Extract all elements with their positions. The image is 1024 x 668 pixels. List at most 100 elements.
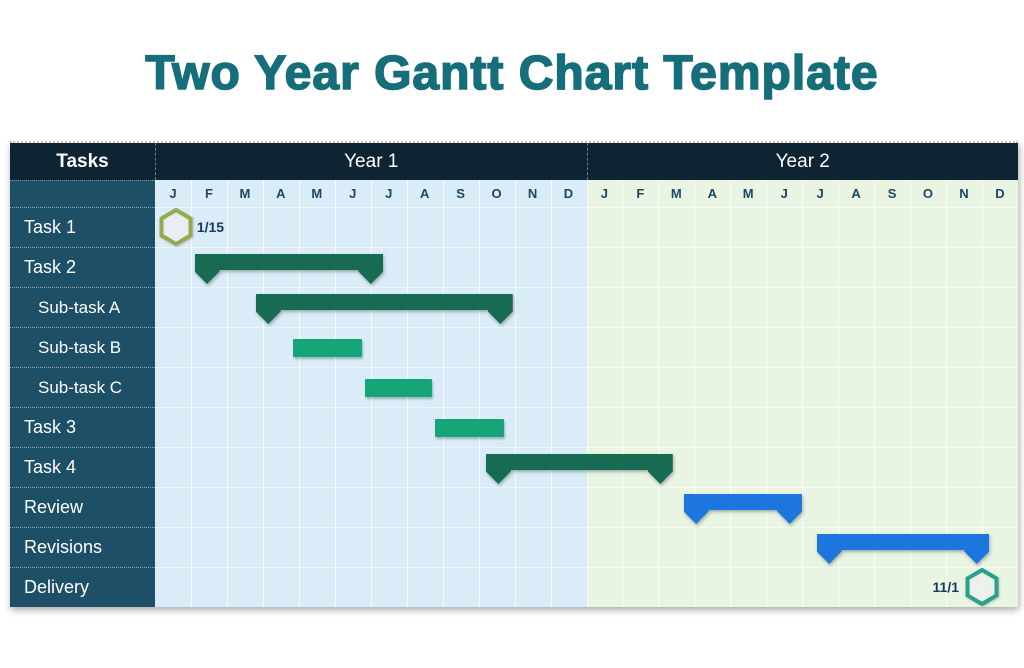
gantt-bar-sub-task-c[interactable] bbox=[365, 379, 432, 397]
row-label-task-2: Task 2 bbox=[10, 247, 155, 287]
bar-body bbox=[256, 294, 512, 310]
gridline-vertical bbox=[694, 180, 696, 607]
month-label: O bbox=[922, 186, 934, 201]
row-label-sub-task-c: Sub-task C bbox=[10, 367, 155, 407]
month-label: O bbox=[491, 186, 502, 201]
gridline-horizontal bbox=[155, 287, 1018, 288]
row-label-review: Review bbox=[10, 487, 155, 527]
year-header-2: Year 2 bbox=[586, 143, 1018, 180]
bar-body bbox=[817, 534, 989, 550]
bar-body bbox=[684, 494, 802, 510]
gridline-vertical bbox=[298, 180, 300, 607]
month-label: J bbox=[600, 186, 609, 201]
row-label-delivery: Delivery bbox=[10, 567, 155, 607]
bar-body bbox=[486, 454, 672, 470]
bar-body bbox=[195, 254, 383, 270]
gridline-vertical bbox=[586, 180, 588, 607]
bar-endcap-right bbox=[964, 534, 990, 564]
gridline-horizontal bbox=[155, 447, 1018, 448]
month-label: N bbox=[527, 186, 538, 201]
tasks-column-header: Tasks bbox=[10, 143, 155, 180]
gridline-horizontal bbox=[155, 367, 1018, 368]
milestone-hexagon-icon-task-1[interactable] bbox=[159, 208, 193, 246]
month-label: J bbox=[349, 186, 357, 201]
month-label: S bbox=[887, 186, 897, 201]
gridline-horizontal bbox=[155, 407, 1018, 408]
gridline-vertical bbox=[226, 180, 228, 607]
month-label: M bbox=[742, 186, 754, 201]
gridline-vertical bbox=[262, 180, 264, 607]
gridline-vertical bbox=[874, 180, 876, 607]
row-label-sub-task-b: Sub-task B bbox=[10, 327, 155, 367]
gantt-bar-review[interactable] bbox=[683, 494, 803, 524]
month-label: M bbox=[239, 186, 251, 201]
gridline-vertical bbox=[838, 180, 840, 607]
gridline-vertical bbox=[442, 180, 444, 607]
row-label-revisions: Revisions bbox=[10, 527, 155, 567]
task-labels-column: Task 1 Task 2 Sub-task A Sub-task B Sub-task… bbox=[10, 207, 155, 607]
gantt-bar-task-3[interactable] bbox=[435, 419, 504, 437]
month-label: J bbox=[780, 186, 788, 201]
row-label-task-1: Task 1 bbox=[10, 207, 155, 247]
bar-endcap-left bbox=[816, 534, 842, 564]
gridline-vertical bbox=[478, 180, 480, 607]
month-label: A bbox=[276, 186, 286, 201]
month-label: D bbox=[995, 186, 1005, 201]
gantt-bar-task-2[interactable] bbox=[194, 254, 384, 284]
gridline-vertical bbox=[946, 180, 948, 607]
row-label-task-3: Task 3 bbox=[10, 407, 155, 447]
gridline-horizontal bbox=[155, 247, 1018, 248]
year-header-1: Year 1 bbox=[155, 143, 587, 180]
month-label: D bbox=[563, 186, 574, 201]
gantt-bar-task-4[interactable] bbox=[485, 454, 673, 484]
row-label-task-4: Task 4 bbox=[10, 447, 155, 487]
gridline-vertical bbox=[982, 180, 984, 607]
month-label: N bbox=[959, 186, 969, 201]
month-label: A bbox=[707, 186, 717, 201]
milestone-hexagon-icon-delivery[interactable] bbox=[965, 568, 999, 606]
gantt-bar-sub-task-a[interactable] bbox=[255, 294, 513, 324]
header-row: Tasks Year 1 Year 2 bbox=[10, 143, 1018, 180]
bar-endcap-left bbox=[194, 254, 220, 284]
chart-background bbox=[155, 180, 1018, 607]
bar-endcap-right bbox=[358, 254, 384, 284]
gridline-horizontal bbox=[155, 207, 1018, 208]
month-label: A bbox=[851, 186, 861, 201]
month-label: J bbox=[816, 186, 824, 201]
page-title: Two Year Gantt Chart Template bbox=[145, 46, 879, 101]
gridline-vertical bbox=[514, 180, 516, 607]
gridline-vertical bbox=[910, 180, 912, 607]
month-label: M bbox=[311, 186, 323, 201]
month-label: F bbox=[204, 186, 213, 201]
gantt-bar-sub-task-b[interactable] bbox=[293, 339, 362, 357]
chart-bars-layer: 1/15 11/1 bbox=[155, 207, 1018, 607]
gridline-horizontal bbox=[155, 487, 1018, 488]
bar-endcap-right bbox=[777, 494, 803, 524]
months-row-left-cell bbox=[10, 180, 155, 207]
gridline-vertical bbox=[658, 180, 660, 607]
bar-endcap-left bbox=[255, 294, 281, 324]
month-label: A bbox=[419, 186, 430, 201]
gantt-bar-revisions[interactable] bbox=[816, 534, 990, 564]
gridline-vertical bbox=[766, 180, 768, 607]
month-label: J bbox=[169, 186, 177, 201]
gridline-vertical bbox=[550, 180, 552, 607]
gridline-vertical bbox=[730, 180, 732, 607]
gridline-vertical bbox=[334, 180, 336, 607]
bar-endcap-right bbox=[487, 294, 513, 324]
bar-endcap-right bbox=[647, 454, 673, 484]
month-label: M bbox=[670, 186, 682, 201]
row-label-sub-task-a: Sub-task A bbox=[10, 287, 155, 327]
bar-endcap-left bbox=[485, 454, 511, 484]
gridline-vertical bbox=[190, 180, 192, 607]
month-label: J bbox=[385, 186, 393, 201]
gridline-vertical bbox=[802, 180, 804, 607]
month-label: F bbox=[636, 186, 645, 201]
milestone-date-label: 1/15 bbox=[196, 219, 225, 235]
gridline-vertical bbox=[622, 180, 624, 607]
month-label: S bbox=[456, 186, 465, 201]
gantt-chart: Tasks Year 1 Year 2 J F M A M J J A S O N D J F M A M J J A S… bbox=[10, 141, 1018, 607]
gridline-horizontal bbox=[155, 327, 1018, 328]
milestone-date-label: 11/1 bbox=[932, 579, 960, 595]
